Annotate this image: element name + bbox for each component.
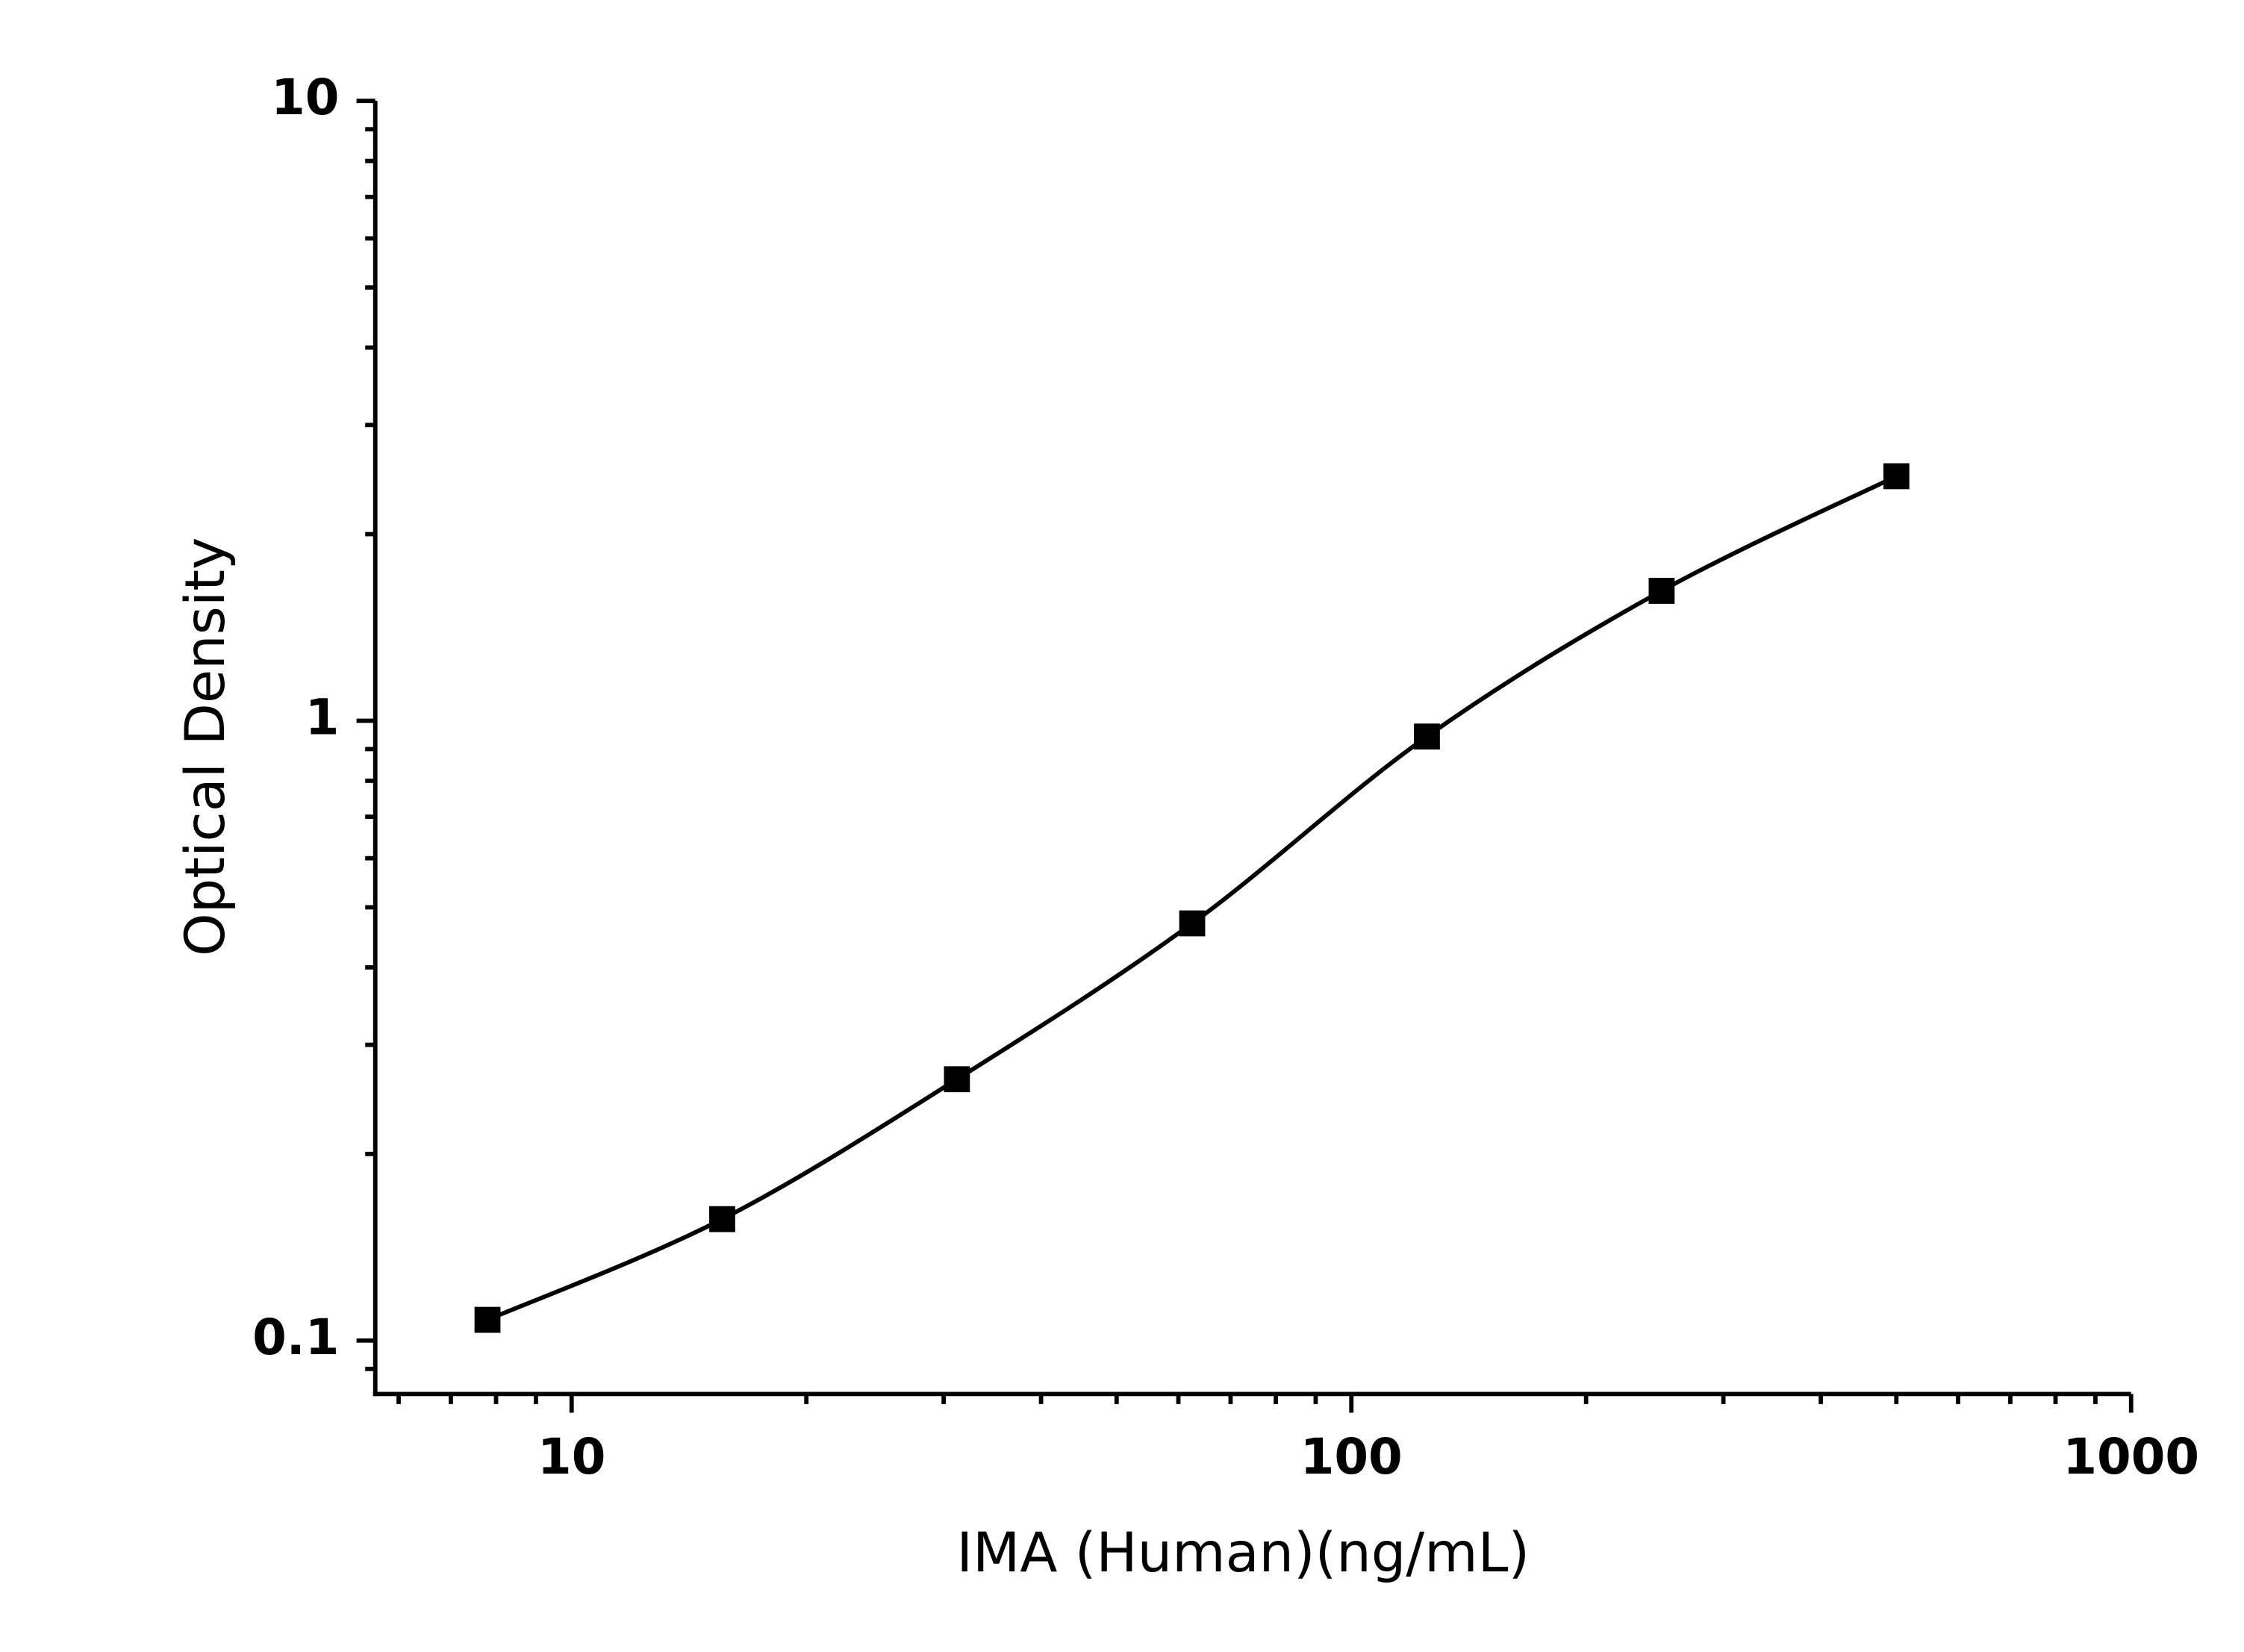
data-point — [1883, 463, 1910, 490]
data-point — [1179, 910, 1206, 937]
x-axis-title: IMA (Human)(ng/mL) — [956, 1521, 1530, 1585]
x-tick-label: 100 — [1300, 1429, 1403, 1486]
x-tick-label: 10 — [537, 1429, 605, 1486]
y-tick-label: 0.1 — [252, 1309, 339, 1366]
fit-curve — [486, 474, 1898, 1322]
y-tick-label: 10 — [271, 69, 339, 126]
y-tick-label: 1 — [305, 690, 340, 746]
y-axis-title: Optical Density — [174, 537, 237, 956]
data-point — [709, 1206, 735, 1232]
data-point — [1648, 578, 1675, 604]
data-point — [944, 1066, 970, 1093]
x-tick-label: 1000 — [2063, 1429, 2199, 1486]
data-point — [474, 1306, 501, 1333]
data-point — [1414, 723, 1440, 750]
